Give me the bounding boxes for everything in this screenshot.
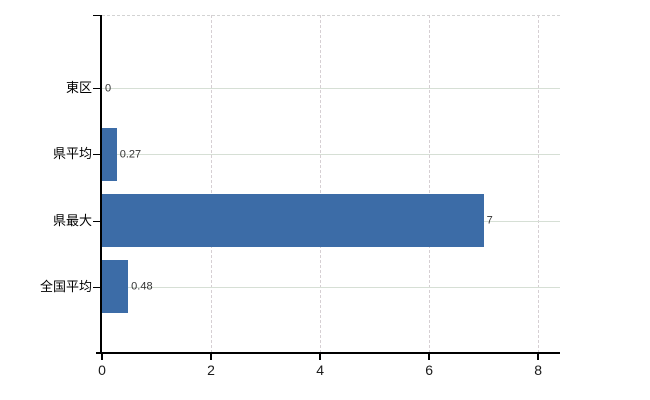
x-tick <box>428 354 430 360</box>
value-label: 7 <box>486 214 493 227</box>
v-gridline <box>429 15 431 353</box>
y-tick <box>93 286 101 288</box>
x-tick <box>319 354 321 360</box>
v-gridline <box>320 15 322 353</box>
category-label: 全国平均 <box>39 278 92 294</box>
v-gridline <box>538 15 540 353</box>
y-axis-line <box>100 15 102 353</box>
value-label: 0.48 <box>131 280 153 293</box>
category-label: 県最大 <box>52 212 92 228</box>
category-label: 東区 <box>65 80 92 95</box>
h-gridline <box>102 154 560 156</box>
bar <box>102 127 117 181</box>
bar <box>102 194 484 248</box>
h-gridline <box>102 286 560 288</box>
x-tick-label: 6 <box>425 362 434 378</box>
plot-top-border <box>102 15 560 16</box>
x-tick-label: 0 <box>98 362 106 378</box>
value-label: 0 <box>105 82 112 94</box>
x-tick <box>101 354 103 360</box>
x-axis-line <box>96 352 560 354</box>
y-tick <box>93 154 101 156</box>
h-gridline <box>102 88 560 89</box>
y-tick <box>93 220 101 222</box>
category-label: 県平均 <box>52 146 92 162</box>
x-tick-label: 4 <box>316 362 324 378</box>
value-label: 0.27 <box>119 148 142 161</box>
x-tick-label: 8 <box>534 362 543 378</box>
bar <box>102 260 129 314</box>
y-tick <box>93 88 101 89</box>
x-tick <box>537 354 539 360</box>
x-tick <box>210 354 212 360</box>
v-gridline <box>211 15 213 353</box>
x-tick-label: 2 <box>207 362 215 378</box>
y-axis-end-tick <box>93 15 102 16</box>
